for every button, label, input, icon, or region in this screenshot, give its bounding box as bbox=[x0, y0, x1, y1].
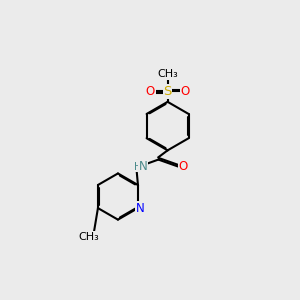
Text: N: N bbox=[135, 202, 144, 214]
Text: O: O bbox=[178, 160, 188, 173]
Text: S: S bbox=[164, 85, 172, 98]
Text: CH₃: CH₃ bbox=[79, 232, 99, 242]
Text: H: H bbox=[134, 161, 142, 172]
Text: CH₃: CH₃ bbox=[157, 69, 178, 79]
Text: N: N bbox=[139, 160, 148, 173]
Text: O: O bbox=[180, 85, 190, 98]
Text: O: O bbox=[146, 85, 155, 98]
